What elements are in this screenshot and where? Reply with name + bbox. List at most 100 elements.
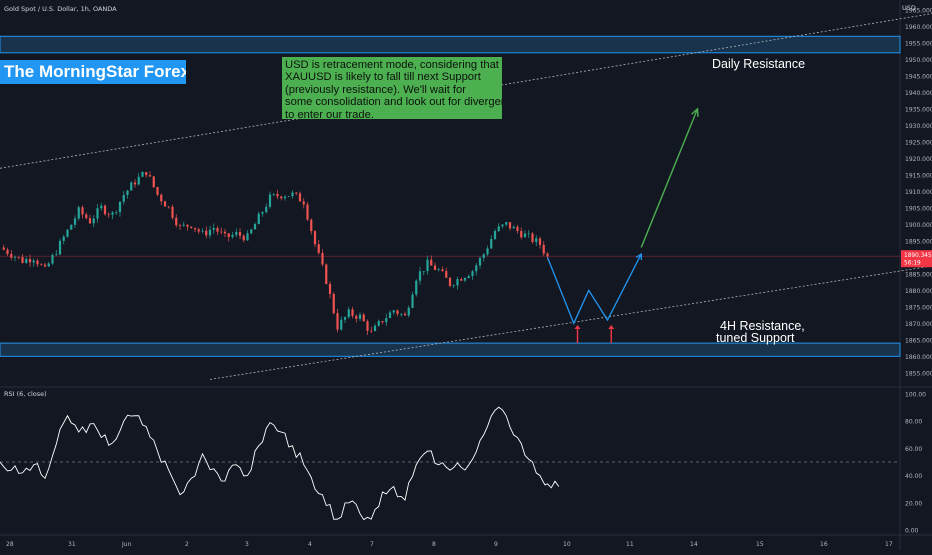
- candle: [250, 228, 253, 235]
- candle-body: [96, 208, 99, 219]
- candle-body: [295, 192, 298, 194]
- candle: [426, 255, 429, 275]
- candle: [111, 211, 114, 220]
- candle-body: [351, 309, 354, 316]
- candle: [253, 222, 257, 230]
- candle-body: [276, 194, 279, 197]
- candle-body: [310, 219, 313, 232]
- tuned-support-label: tuned Support: [716, 331, 795, 345]
- candle-body: [205, 230, 208, 236]
- rsi-tick-label: 0.00: [905, 528, 919, 535]
- projection-arrowhead: [635, 252, 643, 261]
- candle: [328, 281, 332, 299]
- candle-body: [58, 240, 62, 255]
- candle-body: [298, 193, 302, 202]
- candle-body: [193, 227, 197, 230]
- candle: [422, 271, 425, 276]
- note-line: some consolidation and look out for dive…: [285, 96, 502, 109]
- candle-body: [21, 257, 24, 263]
- brand-label: The MorningStar Forex: [0, 60, 186, 84]
- candle: [358, 312, 362, 322]
- time-tick-label: 14: [690, 541, 698, 548]
- candle: [152, 176, 155, 189]
- price-tick-label: 1950.000: [905, 57, 932, 64]
- candle: [197, 227, 200, 234]
- candle: [70, 224, 73, 230]
- rsi-tick-label: 40.00: [905, 473, 922, 480]
- candle-body: [133, 182, 137, 185]
- candle: [373, 323, 377, 332]
- candle: [208, 225, 212, 239]
- candle-body: [126, 190, 129, 196]
- price-tick-label: 1925.000: [905, 139, 932, 146]
- candle-body: [418, 271, 422, 281]
- candle-body: [253, 224, 257, 230]
- support-zone: [0, 342, 901, 357]
- candle: [433, 262, 437, 271]
- candle-body: [2, 247, 5, 250]
- symbol-title: Gold Spot / U.S. Dollar, 1h, OANDA: [4, 5, 117, 13]
- candle-body: [467, 276, 470, 278]
- candle-body: [107, 214, 110, 215]
- candle-body: [238, 232, 242, 236]
- candle: [201, 228, 204, 234]
- candle: [280, 195, 283, 201]
- candle-body: [92, 218, 95, 224]
- candle: [441, 266, 444, 272]
- candle: [467, 274, 470, 279]
- rsi-tick-label: 20.00: [905, 500, 922, 507]
- candle-body: [88, 218, 92, 224]
- time-tick-label: 15: [756, 541, 764, 548]
- candle: [145, 171, 148, 178]
- candle: [306, 201, 309, 221]
- candle-body: [32, 260, 35, 263]
- candle-body: [463, 277, 467, 281]
- candle-body: [373, 325, 377, 332]
- price-tick-label: 1935.000: [905, 106, 932, 113]
- candle-body: [227, 233, 230, 237]
- candle: [156, 186, 159, 197]
- candle: [283, 194, 287, 201]
- candle: [238, 228, 242, 240]
- candle-body: [381, 321, 384, 323]
- candle-body: [306, 204, 309, 220]
- candle-body: [535, 238, 538, 243]
- green-target-arrow: [640, 108, 699, 248]
- candle-body: [137, 176, 140, 185]
- candle-body: [261, 212, 264, 214]
- candle-body: [388, 312, 392, 319]
- candle: [475, 262, 478, 276]
- candle: [13, 255, 17, 262]
- candle: [205, 226, 208, 239]
- candle: [347, 306, 350, 319]
- candle-body: [250, 229, 253, 234]
- candle-body: [370, 330, 373, 332]
- price-tick-label: 1880.000: [905, 288, 932, 295]
- candle: [73, 215, 77, 228]
- candle: [388, 309, 392, 319]
- projection-path: [546, 253, 642, 325]
- candle-body: [223, 231, 227, 234]
- candle: [231, 231, 234, 239]
- candle: [32, 258, 35, 267]
- current-price-tag: [901, 250, 932, 268]
- candle: [21, 253, 24, 264]
- candle-body: [505, 222, 508, 225]
- candle: [6, 247, 9, 257]
- candle: [223, 228, 227, 238]
- candle-body: [272, 194, 275, 195]
- candle: [58, 238, 62, 256]
- note-line: to enter our trade.: [285, 108, 374, 119]
- note-line: USD is retracement mode, considering tha…: [285, 59, 499, 71]
- candle-body: [212, 227, 215, 230]
- candle: [268, 191, 272, 209]
- candle: [122, 190, 125, 205]
- candle: [411, 291, 414, 309]
- candle: [242, 234, 245, 243]
- candle-body: [115, 212, 118, 213]
- candle-body: [81, 207, 84, 215]
- candle-body: [62, 236, 65, 241]
- time-tick-label: 3: [245, 541, 249, 548]
- candle-body: [103, 205, 107, 215]
- candle-body: [475, 265, 478, 272]
